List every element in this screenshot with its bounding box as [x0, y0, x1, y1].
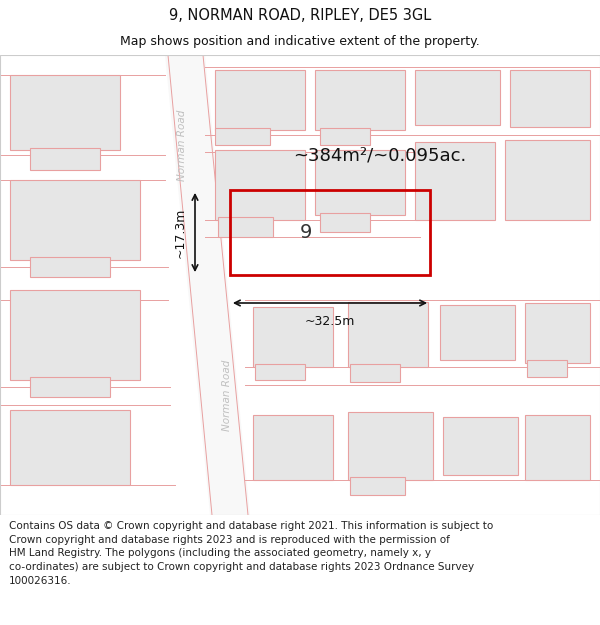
Bar	[215, 150, 305, 220]
Bar	[320, 128, 370, 145]
Bar	[230, 190, 430, 275]
Bar	[215, 128, 270, 145]
Text: Norman Road: Norman Road	[222, 359, 232, 431]
Bar	[350, 364, 400, 382]
Bar	[30, 377, 110, 397]
Bar	[315, 150, 405, 215]
Text: Norman Road: Norman Road	[177, 109, 187, 181]
Bar	[525, 415, 590, 480]
Text: ~17.3m: ~17.3m	[174, 208, 187, 258]
Text: ~384m²/~0.095ac.: ~384m²/~0.095ac.	[293, 146, 467, 164]
Bar	[415, 142, 495, 220]
Bar	[350, 477, 405, 495]
Bar	[10, 410, 130, 485]
Bar	[527, 360, 567, 377]
Bar	[30, 148, 100, 170]
Bar	[443, 417, 518, 475]
Bar	[10, 180, 140, 260]
Bar	[348, 302, 428, 367]
Bar	[320, 213, 370, 232]
Bar	[253, 415, 333, 480]
Bar	[218, 217, 273, 237]
Bar	[215, 70, 305, 130]
Bar	[415, 70, 500, 125]
Text: ~32.5m: ~32.5m	[305, 315, 355, 328]
Text: 9: 9	[300, 223, 312, 242]
Text: Contains OS data © Crown copyright and database right 2021. This information is : Contains OS data © Crown copyright and d…	[9, 521, 493, 586]
Text: Map shows position and indicative extent of the property.: Map shows position and indicative extent…	[120, 35, 480, 48]
Bar	[30, 257, 110, 277]
Bar	[255, 364, 305, 380]
Bar	[315, 70, 405, 130]
Bar	[525, 303, 590, 363]
Bar	[440, 305, 515, 360]
Bar	[505, 140, 590, 220]
Text: 9, NORMAN ROAD, RIPLEY, DE5 3GL: 9, NORMAN ROAD, RIPLEY, DE5 3GL	[169, 8, 431, 23]
Bar	[510, 70, 590, 127]
Bar	[10, 75, 120, 150]
Polygon shape	[165, 55, 250, 515]
Bar	[10, 290, 140, 380]
Bar	[253, 307, 333, 367]
Bar	[348, 412, 433, 480]
